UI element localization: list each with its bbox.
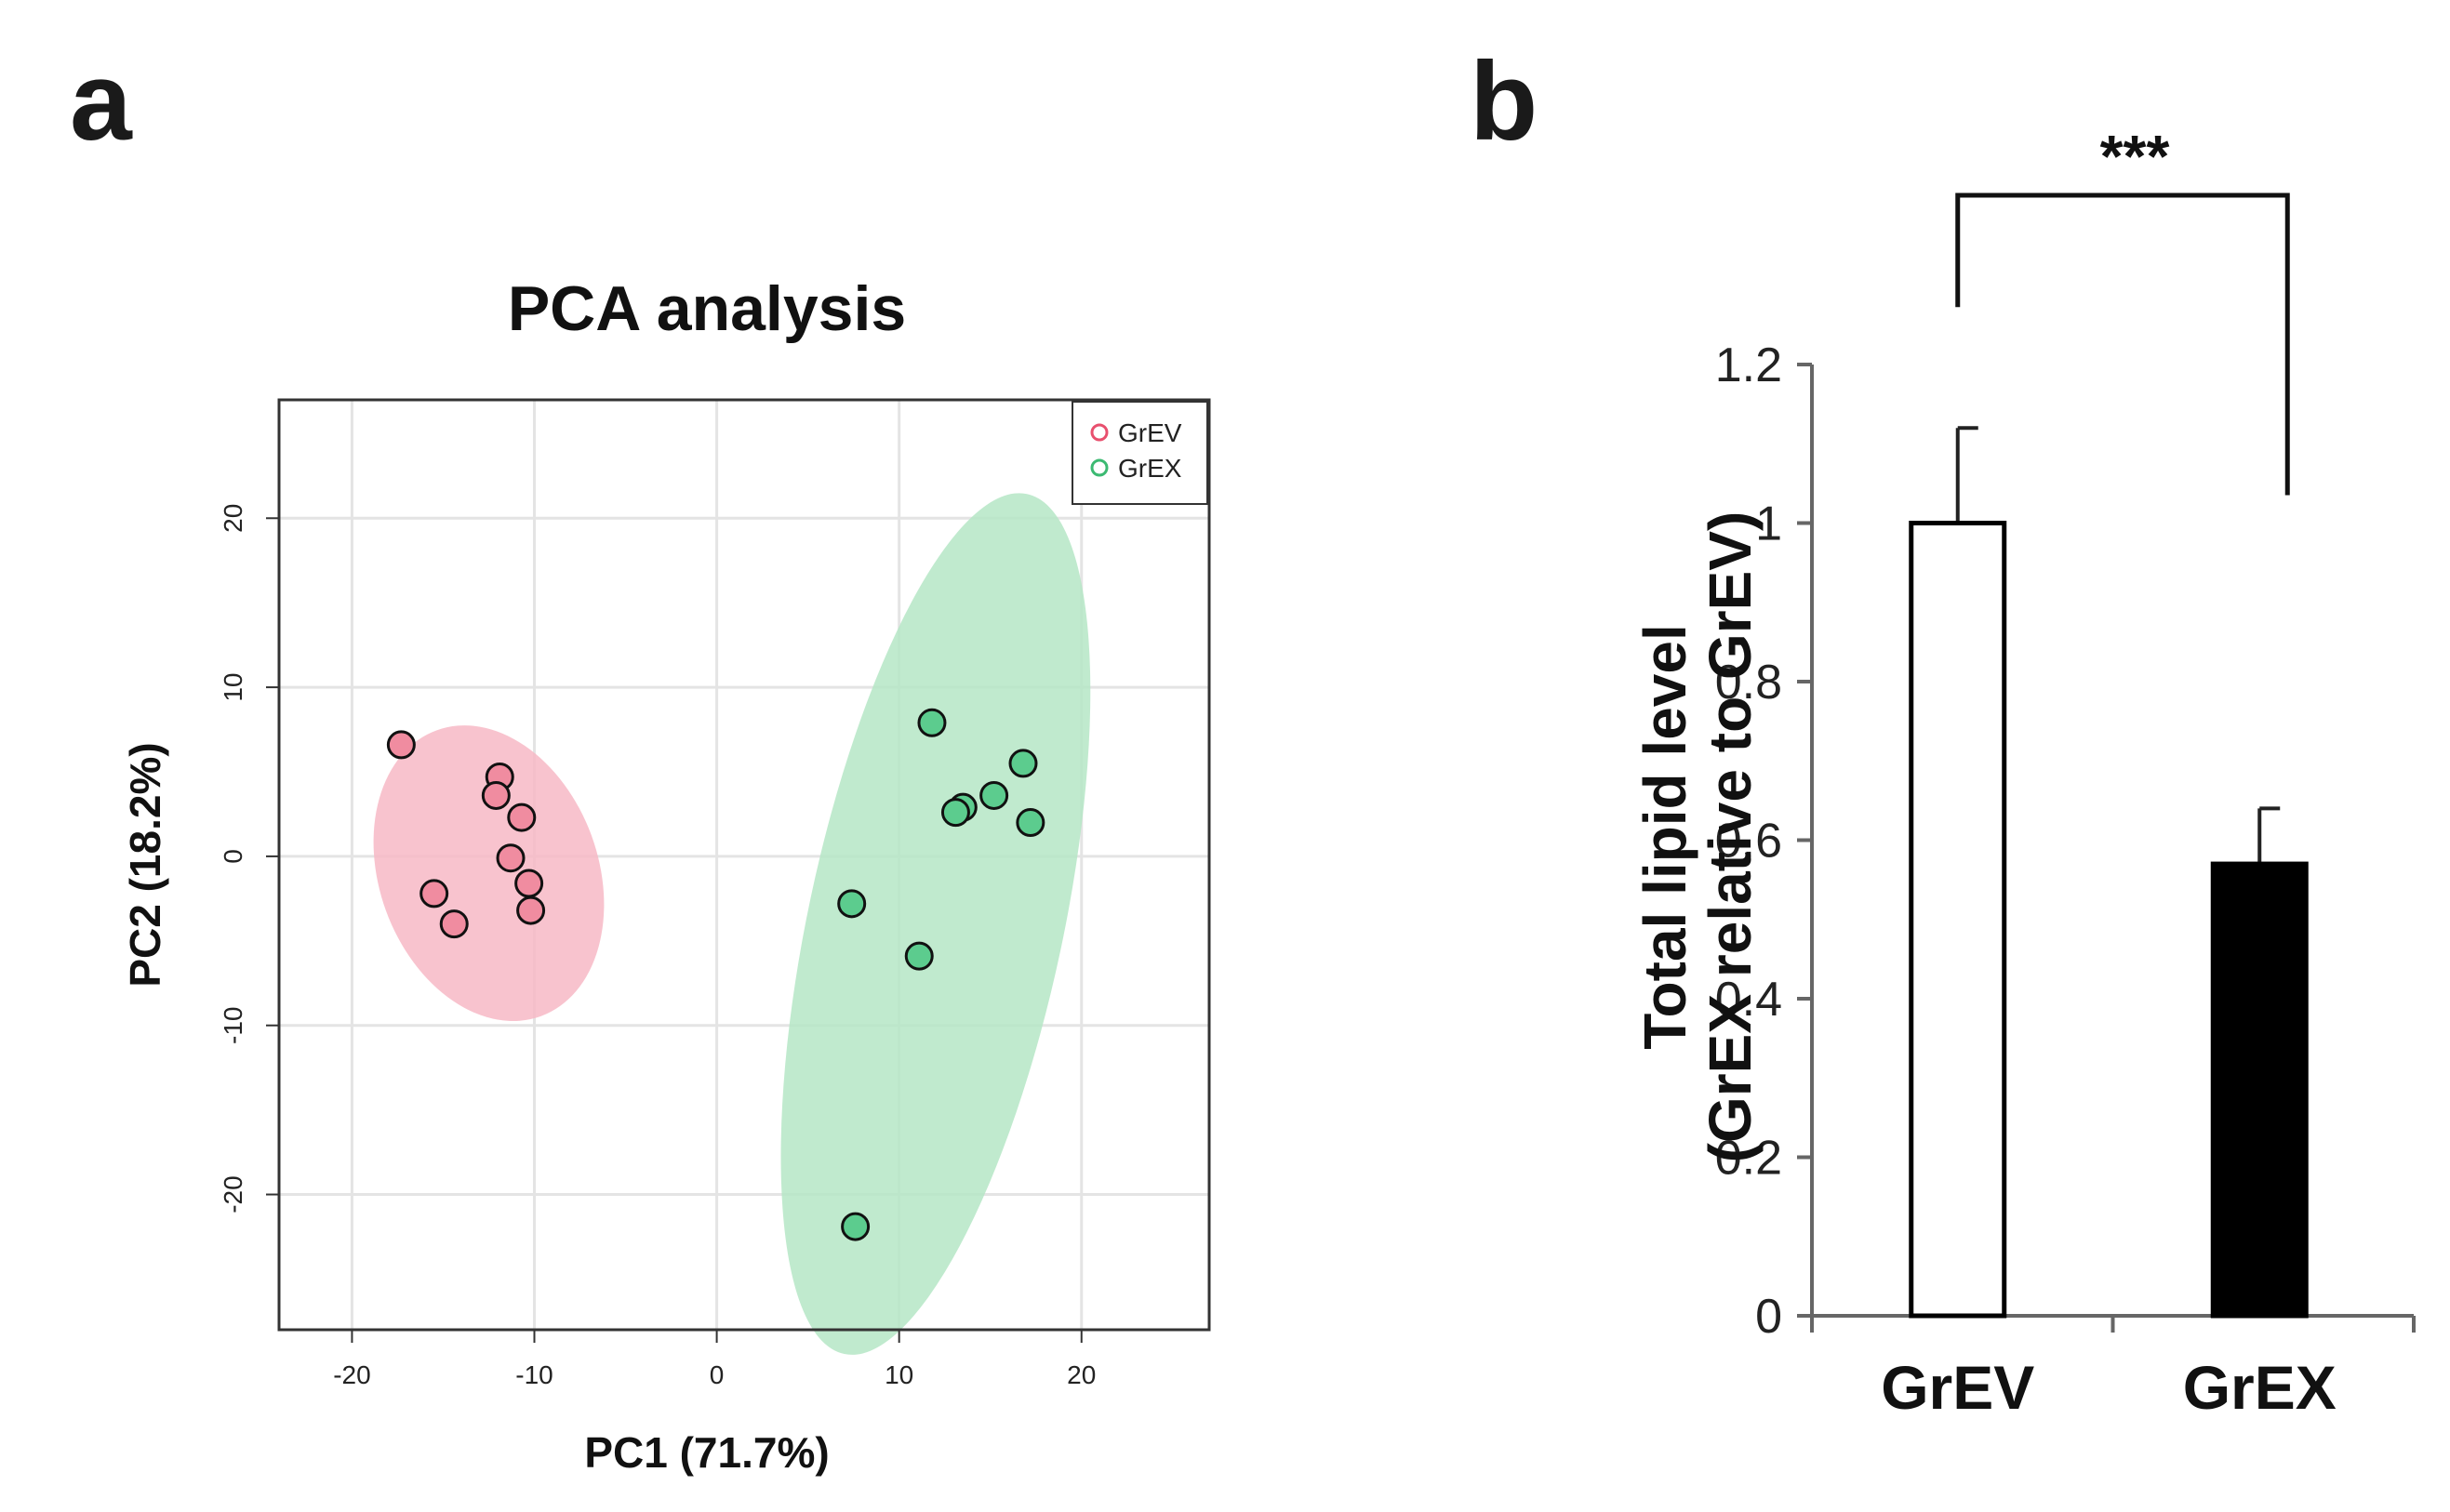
bar-y-tick-label-0: 0	[1755, 1290, 1782, 1344]
bar-category-labels: GrEV GrEX	[1881, 1353, 2337, 1422]
pca-y-axis-label: PC2 (18.2%)	[121, 742, 169, 987]
pca-x-tick-label-2: 0	[710, 1360, 725, 1389]
grev-point-5	[514, 869, 544, 898]
panel-a-label: a	[70, 39, 133, 164]
bars	[1909, 426, 2309, 1319]
grev-point-3	[507, 802, 537, 832]
pca-x-tick-label-3: 10	[885, 1360, 913, 1389]
panel-b-label: b	[1470, 39, 1538, 164]
grev-point-8	[439, 909, 469, 939]
grex-point-5	[1016, 808, 1045, 838]
pca-x-tick-label-4: 20	[1067, 1360, 1096, 1389]
bar-y-tick-label-1: 0.2	[1715, 1132, 1782, 1186]
pca-ellipses	[373, 493, 1091, 1355]
grex-point-6	[837, 889, 867, 919]
bar-y-tick-label-5: 1	[1755, 497, 1782, 551]
legend-grev-label: GrEV	[1118, 418, 1182, 447]
grev-confidence-ellipse	[373, 725, 605, 1022]
pca-x-tick-label-0: -20	[333, 1360, 370, 1389]
pca-legend: GrEV GrEX	[1072, 401, 1208, 505]
grev-point-7	[419, 879, 449, 909]
significance-bracket	[1955, 192, 2290, 496]
legend-box	[1072, 401, 1208, 505]
grex-point-1	[1008, 749, 1038, 778]
legend-grev-marker	[1090, 423, 1109, 442]
significance-stars: ***	[2100, 123, 2170, 190]
pca-plot-frame	[277, 398, 1211, 1332]
pca-y-tick-label-2: 0	[219, 849, 247, 864]
bar-category-label-0: GrEV	[1881, 1353, 2034, 1422]
pca-x-tick-label-1: -10	[515, 1360, 553, 1389]
legend-grex-label: GrEX	[1118, 454, 1182, 483]
bar-y-tick-label-6: 1.2	[1715, 338, 1782, 392]
grev-point-2	[481, 780, 511, 810]
grex-confidence-ellipse	[780, 493, 1091, 1355]
pca-x-ticks: -20 -10 0 10 20	[333, 1330, 1096, 1389]
pca-y-tick-label-4: 20	[219, 504, 247, 533]
grex-point-7	[904, 941, 934, 971]
bar-category-label-1: GrEX	[2183, 1353, 2337, 1422]
bar-y-tick-label-2: 0.4	[1715, 973, 1782, 1027]
pca-x-axis-label: PC1 (71.7%)	[584, 1428, 829, 1477]
bar-grex	[2210, 861, 2309, 1319]
grex-point-2	[979, 780, 1009, 810]
pca-points	[386, 708, 1045, 1241]
bar-y-tick-label-4: 0.8	[1715, 656, 1782, 710]
pca-title: PCA analysis	[508, 273, 906, 344]
pca-y-tick-label-0: -20	[219, 1175, 247, 1213]
bar-x-ticks	[1810, 1316, 2416, 1333]
grev-point-6	[516, 895, 546, 925]
pca-y-tick-label-1: -10	[219, 1006, 247, 1043]
bar-y-ticks: 0 0.2 0.4 0.6 0.8 1 1.2	[1715, 338, 1812, 1344]
grex-point-8	[841, 1212, 871, 1241]
bar-grev	[1909, 521, 2007, 1319]
pca-y-ticks: -20 -10 0 10 20	[219, 504, 279, 1214]
grex-point-0	[917, 708, 947, 737]
grex-point-4	[940, 798, 970, 828]
bar-y-tick-label-3: 0.6	[1715, 815, 1782, 869]
grev-point-4	[496, 843, 526, 873]
bar-y-axis-label-line2: (GrEX relative to GrEV)	[1697, 511, 1764, 1163]
legend-grex-marker	[1090, 458, 1109, 477]
pca-y-tick-label-3: 10	[219, 673, 247, 702]
grev-point-0	[386, 730, 416, 760]
bar-y-axis-label-line1: Total lipid level	[1631, 624, 1698, 1050]
